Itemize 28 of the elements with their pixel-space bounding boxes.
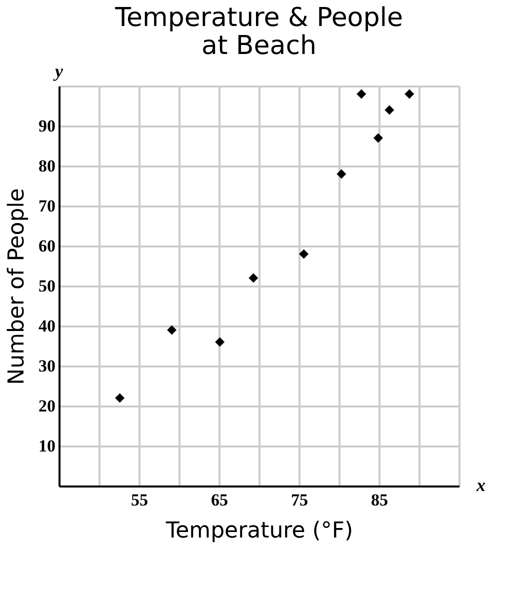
y-tick-label: 10 — [38, 436, 56, 456]
x-tick-label: 55 — [131, 490, 148, 510]
text: y — [53, 61, 64, 81]
x-tick-label: 65 — [211, 490, 228, 510]
y-tick-label: 40 — [38, 316, 56, 336]
point — [167, 325, 177, 335]
y-tick-label: 70 — [38, 196, 56, 216]
y-axis-title: Number of People — [4, 188, 30, 385]
x-tick-label: 85 — [371, 490, 388, 510]
chart-title: Temperature & People at Beach — [114, 3, 403, 61]
y-tick-label: 80 — [38, 156, 56, 176]
point — [299, 249, 309, 259]
point — [384, 105, 394, 115]
y-tick-label: 20 — [38, 396, 56, 416]
point — [248, 273, 258, 283]
point — [356, 89, 366, 99]
x-tick-label: 75 — [291, 490, 308, 510]
y-tick-label: 30 — [38, 356, 56, 376]
y-tick-label: 90 — [38, 116, 56, 136]
y-tick-label: 60 — [38, 236, 56, 256]
point — [373, 133, 383, 143]
x-axis-title: Temperature (°F) — [164, 518, 354, 544]
y-tick-label: 50 — [38, 276, 56, 296]
point — [336, 169, 346, 179]
point — [215, 337, 225, 347]
point — [115, 393, 125, 403]
text: x — [476, 475, 486, 495]
point — [404, 89, 414, 99]
